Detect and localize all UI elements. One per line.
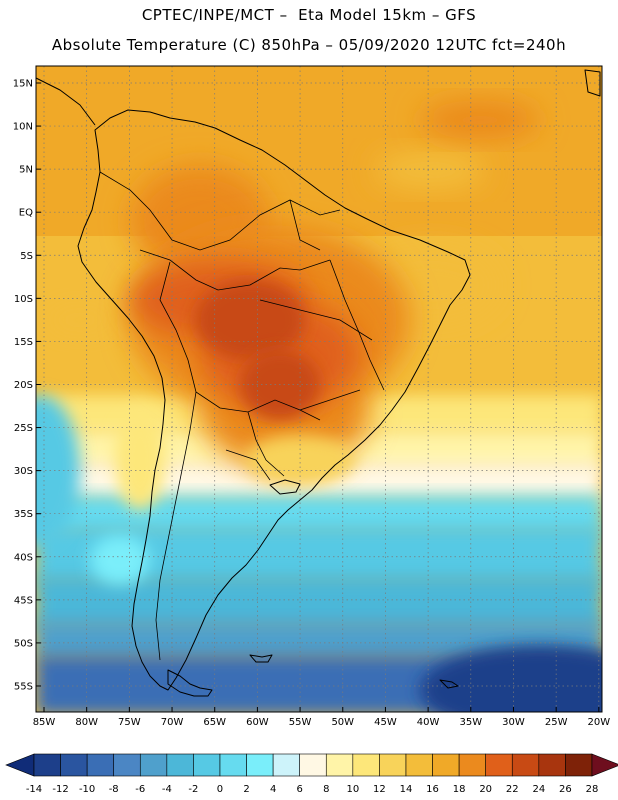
colorbar-swatch (352, 753, 380, 777)
colorbar-tick-label: 26 (559, 784, 572, 795)
lon-label: 75W (118, 717, 141, 728)
colorbar-tick-label: -2 (188, 784, 198, 795)
lon-label: 45W (374, 717, 397, 728)
lon-label: 50W (331, 717, 354, 728)
temperature-field (36, 66, 602, 712)
colorbar-tick-label: 8 (323, 784, 329, 795)
colorbar-tick-label: 6 (297, 784, 303, 795)
colorbar-tick-label: 28 (586, 784, 599, 795)
colorbar-tick-label: -10 (79, 784, 95, 795)
falkland-islands (249, 654, 273, 663)
lon-label: 25W (545, 717, 568, 728)
colorbar-tick-label: -12 (52, 784, 68, 795)
lon-label: 55W (289, 717, 312, 728)
lat-label: 55S (14, 681, 33, 692)
lat-label: 30S (14, 466, 33, 477)
colorbar-tick-label: 18 (453, 784, 466, 795)
colorbar-swatch (485, 753, 513, 777)
colorbar-swatch (166, 753, 194, 777)
lon-label: 85W (33, 717, 56, 728)
colorbar-swatch (139, 753, 168, 777)
colorbar-tick-label: 2 (243, 784, 249, 795)
tierra-del-fuego (167, 669, 213, 697)
colorbar-swatch (219, 753, 247, 777)
lat-label: 10S (14, 294, 33, 305)
lat-label: 25S (14, 423, 33, 434)
colorbar-tick-label: 4 (270, 784, 276, 795)
rio-de-la-plata (269, 479, 301, 495)
title-line-2: Absolute Temperature (C) 850hPa – 05/09/… (51, 36, 567, 54)
lat-label: EQ (19, 208, 33, 219)
colorbar-tick-label: 14 (400, 784, 413, 795)
colorbar-under-arrow (5, 753, 35, 777)
colorbar-swatch (325, 753, 354, 777)
lat-label: 35S (14, 509, 33, 520)
continent-outline (77, 109, 471, 691)
borders (99, 171, 385, 661)
colorbar-swatch (565, 753, 593, 777)
lon-label: 60W (246, 717, 269, 728)
colorbar-tick-label: 16 (426, 784, 439, 795)
latitude-labels: 15N 10N 5N EQ 5S 10S 15S 20S 25S 30S 35S 40S 45S 50S 5… (13, 79, 41, 692)
colorbar-swatch (272, 753, 301, 777)
colorbar-over-arrow (591, 753, 618, 777)
lon-label: 70W (161, 717, 184, 728)
lat-label: 40S (14, 552, 33, 563)
colorbar-swatch (432, 753, 460, 777)
lon-label: 35W (459, 717, 482, 728)
lat-label: 15S (14, 337, 33, 348)
lat-label: 50S (14, 638, 33, 649)
colorbar-swatch (60, 753, 88, 777)
colorbar-tick-label: -6 (135, 784, 145, 795)
lon-label: 20W (588, 717, 611, 728)
colorbar-tick-label: -8 (109, 784, 119, 795)
colorbar-tick-label: -14 (26, 784, 42, 795)
coastlines (35, 69, 601, 697)
colorbar-swatch (113, 753, 141, 777)
lon-label: 80W (75, 717, 98, 728)
lat-label: 15N (13, 79, 33, 90)
colorbar-tick-label: -4 (162, 784, 172, 795)
colorbar-swatch (193, 753, 221, 777)
colorbar-swatch (538, 753, 566, 777)
colorbar-swatch (405, 753, 433, 777)
colorbar-tick-label: 12 (373, 784, 386, 795)
lon-label: 65W (203, 717, 226, 728)
longitude-labels: 85W 80W 75W 70W 65W 60W 55W 50W 45W 40W 35W 30W 25W 2… (33, 707, 611, 728)
central-america (35, 77, 96, 126)
lat-label: 5S (20, 251, 33, 262)
colorbar-tick-label: 24 (532, 784, 545, 795)
colorbar-tick-label: 20 (479, 784, 492, 795)
map-frame (35, 65, 603, 713)
colorbar-tick-label: 22 (506, 784, 519, 795)
colorbar-swatch (33, 753, 61, 777)
colorbar-swatch (246, 753, 274, 777)
lat-label: 10N (13, 122, 33, 133)
lon-label: 30W (502, 717, 525, 728)
title-line-1: CPTEC/INPE/MCT – Eta Model 15km – GFS (141, 6, 477, 24)
colorbar-swatch (86, 753, 115, 777)
lon-label: 40W (417, 717, 440, 728)
colorbar-swatch (458, 753, 486, 777)
lat-label: 5N (19, 165, 33, 176)
color-bar: -14 -12 -10 -8 -6 -4 -2 0 2 4 6 8 10 12 14 16 18 20 22 24 26… (5, 753, 618, 795)
colorbar-swatch (299, 753, 327, 777)
colorbar-tick-label: 10 (346, 784, 359, 795)
africa-edge (584, 69, 601, 97)
colorbar-swatch (379, 753, 407, 777)
lat-label: 45S (14, 595, 33, 606)
south-georgia (439, 679, 459, 689)
lat-label: 20S (14, 380, 33, 391)
colorbar-tick-label: 0 (217, 784, 223, 795)
colorbar-swatch (511, 753, 540, 777)
